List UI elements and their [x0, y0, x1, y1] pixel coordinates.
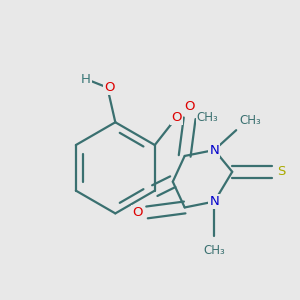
Text: S: S — [278, 165, 286, 178]
Text: N: N — [209, 195, 219, 208]
Text: CH₃: CH₃ — [203, 244, 225, 257]
Text: O: O — [184, 100, 195, 113]
Text: O: O — [104, 81, 115, 94]
Text: O: O — [132, 206, 142, 219]
Text: N: N — [209, 143, 219, 157]
Text: CH₃: CH₃ — [196, 111, 218, 124]
Text: H: H — [81, 73, 91, 86]
Text: CH₃: CH₃ — [239, 114, 261, 127]
Text: O: O — [171, 111, 182, 124]
